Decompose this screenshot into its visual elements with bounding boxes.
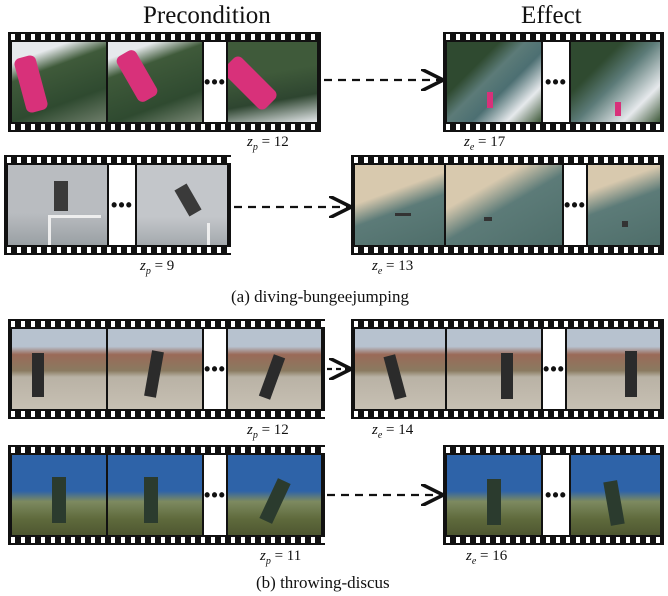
video-frame <box>355 165 444 245</box>
effect-filmstrip-b2: ••• <box>443 445 664 545</box>
video-frame <box>108 42 202 122</box>
ellipsis-gap: ••• <box>543 329 565 409</box>
zp-label: zp = 11 <box>260 548 302 567</box>
video-frame <box>588 165 660 245</box>
video-frame <box>228 42 317 122</box>
ellipsis-gap: ••• <box>543 455 569 535</box>
ellipsis-gap: ••• <box>109 165 135 245</box>
video-frame <box>12 42 106 122</box>
effect-heading: Effect <box>521 2 582 29</box>
caption-a: (a) diving-bungeejumping <box>231 287 409 306</box>
ze-label: ze = 13 <box>372 258 414 277</box>
zp-label: zp = 12 <box>247 422 289 441</box>
ellipsis-gap: ••• <box>564 165 586 245</box>
effect-filmstrip-b1: ••• <box>351 319 664 419</box>
ellipsis-gap: ••• <box>204 42 226 122</box>
video-frame <box>447 455 541 535</box>
ze-label: ze = 16 <box>466 548 508 567</box>
ze-label: ze = 17 <box>464 134 506 153</box>
effect-filmstrip-a1: ••• <box>443 32 664 132</box>
video-frame <box>571 455 660 535</box>
video-frame <box>228 455 321 535</box>
ze-label: ze = 14 <box>372 422 414 441</box>
precondition-filmstrip-a1: ••• <box>8 32 321 132</box>
video-frame <box>12 455 106 535</box>
video-frame <box>228 329 321 409</box>
precondition-filmstrip-a2: ••• <box>4 155 231 255</box>
precondition-filmstrip-b2: ••• <box>8 445 325 545</box>
video-frame <box>447 42 541 122</box>
video-frame <box>108 455 202 535</box>
video-frame <box>137 165 227 245</box>
video-frame <box>355 329 445 409</box>
video-frame <box>447 329 541 409</box>
video-frame <box>12 329 106 409</box>
video-frame <box>567 329 660 409</box>
video-frame <box>108 329 202 409</box>
ellipsis-gap: ••• <box>543 42 569 122</box>
zp-label: zp = 12 <box>247 134 289 153</box>
ellipsis-gap: ••• <box>204 329 226 409</box>
precondition-filmstrip-b1: ••• <box>8 319 325 419</box>
precondition-heading: Precondition <box>143 2 271 29</box>
effect-filmstrip-a2: ••• <box>351 155 664 255</box>
zp-label: zp = 9 <box>140 258 175 277</box>
ellipsis-gap: ••• <box>204 455 226 535</box>
video-frame <box>8 165 107 245</box>
video-frame <box>571 42 660 122</box>
caption-b: (b) throwing-discus <box>256 573 390 592</box>
video-frame <box>446 165 562 245</box>
